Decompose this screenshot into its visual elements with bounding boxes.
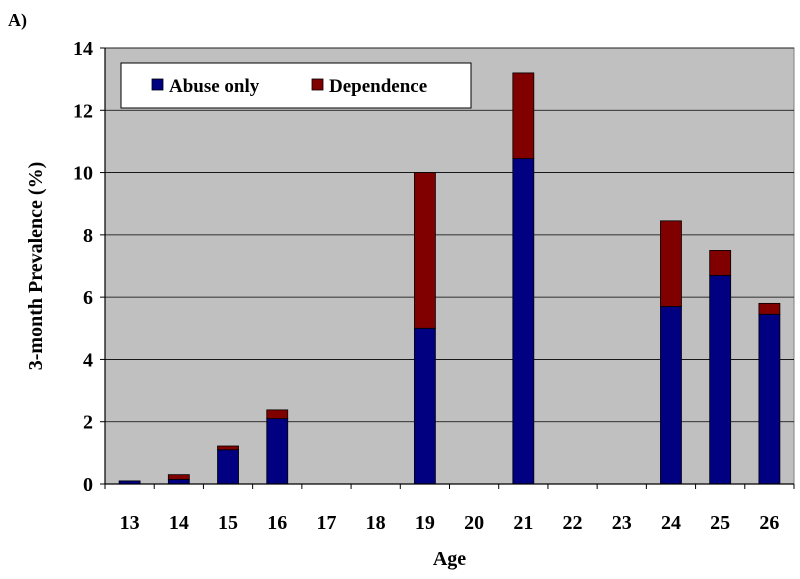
bar-abuse-only-21 bbox=[512, 158, 535, 485]
y-tick-label: 14 bbox=[73, 38, 93, 60]
x-tick-label: 26 bbox=[759, 512, 779, 534]
legend-swatch-abuse-only bbox=[151, 78, 164, 91]
bar-dependence-15 bbox=[217, 445, 239, 451]
y-tick-label: 0 bbox=[83, 474, 93, 496]
bar-dependence-21 bbox=[512, 72, 535, 159]
x-tick-label: 25 bbox=[710, 512, 730, 534]
y-tick-label: 2 bbox=[83, 412, 93, 434]
x-tick-label: 17 bbox=[316, 512, 336, 534]
x-tick-label: 21 bbox=[513, 512, 533, 534]
bar-dependence-26 bbox=[758, 302, 781, 315]
x-tick-label: 18 bbox=[366, 512, 386, 534]
x-tick-label: 16 bbox=[267, 512, 287, 534]
bar-abuse-only-16 bbox=[266, 418, 289, 485]
y-axis-label: 3-month Prevalence (%) bbox=[25, 162, 47, 370]
axes bbox=[104, 48, 795, 489]
bar-abuse-only-24 bbox=[660, 306, 682, 485]
bar-abuse-only-15 bbox=[217, 449, 239, 485]
bar-dependence-24 bbox=[660, 220, 682, 307]
bar-abuse-only-25 bbox=[709, 274, 732, 485]
x-tick-label: 19 bbox=[415, 512, 435, 534]
plot-area bbox=[104, 47, 795, 485]
y-tick-label: 10 bbox=[73, 163, 93, 185]
x-tick-labels: 13 14 15 16 17 18 19 20 21 22 23 24 25 26 bbox=[120, 512, 780, 534]
y-tick-label: 12 bbox=[73, 100, 93, 122]
x-tick-label: 13 bbox=[120, 512, 140, 534]
bar-abuse-only-26 bbox=[758, 313, 781, 485]
bar-abuse-only-19 bbox=[413, 327, 436, 485]
legend-label-dependence: Dependence bbox=[329, 76, 427, 97]
bar-dependence-19 bbox=[413, 172, 436, 329]
y-tick-label: 8 bbox=[83, 225, 93, 247]
bar-dependence-16 bbox=[266, 409, 289, 420]
y-tick-label: 6 bbox=[83, 287, 93, 309]
x-tick-label: 20 bbox=[464, 512, 484, 534]
y-tick-labels: 0 2 4 6 8 10 12 14 bbox=[73, 38, 93, 496]
panel-label: A) bbox=[8, 10, 27, 31]
x-tick-label: 15 bbox=[218, 512, 238, 534]
bar-dependence-25 bbox=[709, 250, 732, 276]
legend-box bbox=[120, 62, 472, 109]
legend-label-abuse-only: Abuse only bbox=[169, 76, 260, 97]
x-axis-label: Age bbox=[433, 548, 466, 570]
bar-abuse-only-14 bbox=[167, 478, 190, 485]
legend: Abuse only Dependence bbox=[120, 62, 472, 109]
y-tick-label: 4 bbox=[83, 349, 93, 371]
legend-swatch-dependence bbox=[311, 78, 324, 91]
x-tick-label: 14 bbox=[169, 512, 189, 534]
x-tick-label: 24 bbox=[661, 512, 681, 534]
x-tick-label: 22 bbox=[563, 512, 583, 534]
bar-dependence-14 bbox=[167, 474, 190, 480]
x-tick-label: 23 bbox=[612, 512, 632, 534]
gridlines bbox=[100, 47, 794, 485]
